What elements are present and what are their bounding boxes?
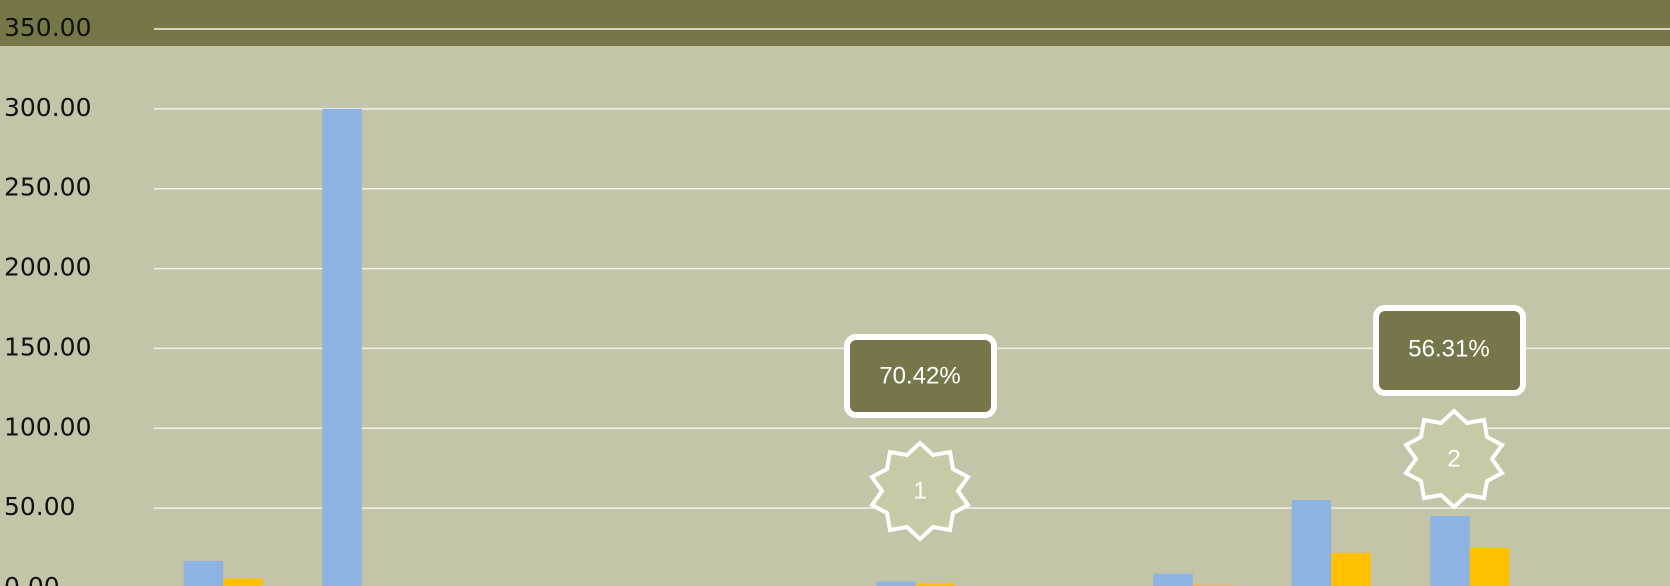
y-tick-label: 150.00: [4, 332, 91, 361]
bar: [322, 109, 362, 586]
y-tick-label: 200.00: [4, 253, 91, 282]
bar: [184, 561, 224, 586]
plot-area: 0.00 50.00 100.00 150.00 200.00 250.00 300.00 3…: [4, 13, 1670, 586]
badge-text: 2: [1447, 445, 1460, 472]
y-tick-label: 100.00: [4, 412, 91, 441]
bar: [876, 582, 916, 586]
callout: 56.31% 2: [1376, 308, 1523, 507]
bar: [1470, 548, 1510, 586]
y-tick-label: 250.00: [4, 173, 91, 202]
bar: [1292, 500, 1332, 586]
bar: [1331, 553, 1371, 586]
callout-text: 70.42%: [879, 362, 960, 389]
y-tick-label: 300.00: [4, 93, 91, 122]
bar: [223, 578, 263, 586]
y-tick-label: 350.00: [4, 13, 91, 42]
bar: [1430, 516, 1470, 586]
chart: 0.00 50.00 100.00 150.00 200.00 250.00 300.00 3…: [0, 0, 1670, 586]
callout-text: 56.31%: [1408, 335, 1489, 362]
y-tick-label: 50.00: [4, 492, 76, 521]
y-tick-label: 0.00: [4, 572, 60, 586]
badge-text: 1: [913, 477, 926, 504]
bar: [1153, 574, 1193, 586]
header-band: [0, 0, 1670, 46]
